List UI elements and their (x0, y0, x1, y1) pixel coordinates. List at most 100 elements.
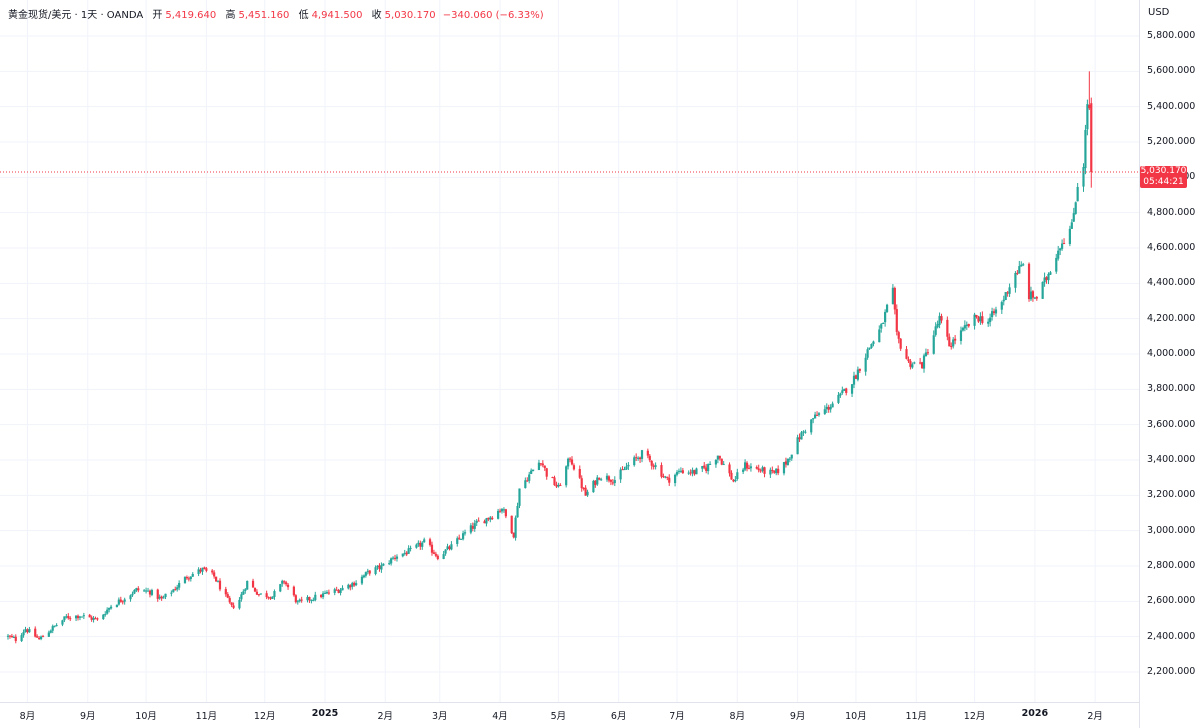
candle-body (553, 477, 556, 486)
time-tick-label: 3月 (431, 711, 448, 722)
candle-body (689, 472, 692, 474)
candle-body (619, 469, 622, 480)
candle-body (353, 582, 356, 586)
candle-body (905, 349, 908, 359)
candle-body (1033, 297, 1036, 299)
time-axis[interactable] (0, 702, 1139, 728)
candle-body (537, 462, 541, 471)
candle-body (310, 599, 313, 601)
candle-body (273, 591, 276, 597)
candle-body (176, 587, 179, 590)
candle-body (775, 468, 778, 474)
candle-body (977, 317, 980, 322)
price-tick-label: 3,000.000 (1147, 524, 1196, 536)
candle-body (652, 465, 655, 467)
candle-body (705, 467, 708, 471)
currency-label[interactable]: USD (1148, 7, 1170, 18)
time-tick-label: 10月 (135, 711, 157, 722)
price-tick-label: 2,600.000 (1147, 595, 1196, 607)
candle-body (532, 469, 535, 472)
candle-body (932, 335, 935, 354)
candle-body (201, 567, 204, 572)
candle-body (804, 431, 807, 433)
close-label: 收 (371, 10, 382, 21)
candle-body (734, 479, 737, 482)
candle-body (703, 465, 706, 468)
time-tick-label: 10月 (845, 711, 867, 722)
candle-body (213, 572, 216, 577)
candle-body (621, 469, 624, 471)
candle-body (854, 375, 858, 379)
candle-body (504, 509, 507, 517)
candle-body (498, 510, 502, 512)
candle-body (965, 324, 968, 326)
candle-body (150, 590, 154, 595)
candle-body (730, 472, 733, 480)
candle-body (637, 457, 640, 459)
candle-body (34, 628, 37, 637)
candle-body (743, 462, 747, 470)
candle-body (1031, 291, 1035, 298)
price-tick-label: 2,400.000 (1147, 630, 1196, 642)
candle-body (526, 480, 529, 482)
candle-body (214, 576, 218, 582)
candle-body (500, 509, 504, 512)
candle-body (240, 594, 243, 600)
candle-body (409, 547, 412, 549)
candle-body (611, 482, 614, 484)
time-tick-label: 12月 (963, 711, 986, 722)
candle-body (442, 554, 445, 559)
candle-body (131, 593, 134, 596)
candle-body (489, 517, 492, 520)
candle-body (199, 569, 202, 572)
candle-body (368, 570, 371, 574)
candle-body (545, 468, 548, 477)
candle-body (321, 593, 325, 598)
candle-body (516, 505, 519, 518)
candle-body (810, 419, 813, 433)
candle-body (403, 552, 406, 554)
candle-body (320, 594, 323, 598)
candle-body (870, 343, 873, 348)
candle-body (257, 594, 260, 596)
candle-body (1035, 297, 1038, 299)
candle-body (646, 450, 649, 456)
candle-body (285, 582, 288, 585)
candle-body (823, 409, 826, 414)
candle-body (351, 583, 354, 587)
candle-body (294, 595, 297, 603)
candle-body (769, 469, 772, 475)
candlestick-chart[interactable] (0, 0, 1139, 702)
candle-body (279, 584, 282, 592)
candle-body (259, 593, 262, 595)
candle-body (39, 636, 43, 640)
candle-body (446, 546, 449, 550)
candle-body (226, 594, 229, 598)
candle-body (436, 555, 439, 560)
candle-body (109, 606, 113, 609)
last-price-badge: 5,030.170 05:44:21 (1140, 166, 1187, 188)
candle-body (170, 592, 173, 594)
candle-body (584, 487, 587, 496)
candle-body (831, 403, 834, 408)
candle-body (850, 384, 854, 394)
time-tick-label: 8月 (729, 711, 746, 722)
candle-body (1049, 272, 1052, 275)
candle-body (722, 463, 725, 465)
price-tick-label: 5,600.000 (1147, 65, 1196, 77)
candle-body (1072, 213, 1075, 222)
candle-body (885, 304, 889, 313)
price-axis[interactable] (1139, 0, 1200, 728)
candle-body (444, 549, 447, 554)
candle-body (434, 553, 437, 556)
candle-body (866, 349, 869, 358)
chart-plot-area[interactable] (0, 0, 1139, 702)
candle-body (47, 632, 50, 637)
candle-body (578, 468, 581, 478)
time-tick-label: 11月 (905, 711, 928, 722)
candle-body (232, 605, 235, 608)
candle-body (596, 477, 599, 485)
candle-body (341, 587, 344, 591)
candle-body (732, 479, 735, 482)
symbol-label[interactable]: 黄金现货/美元 · 1天 · OANDA (8, 10, 144, 21)
